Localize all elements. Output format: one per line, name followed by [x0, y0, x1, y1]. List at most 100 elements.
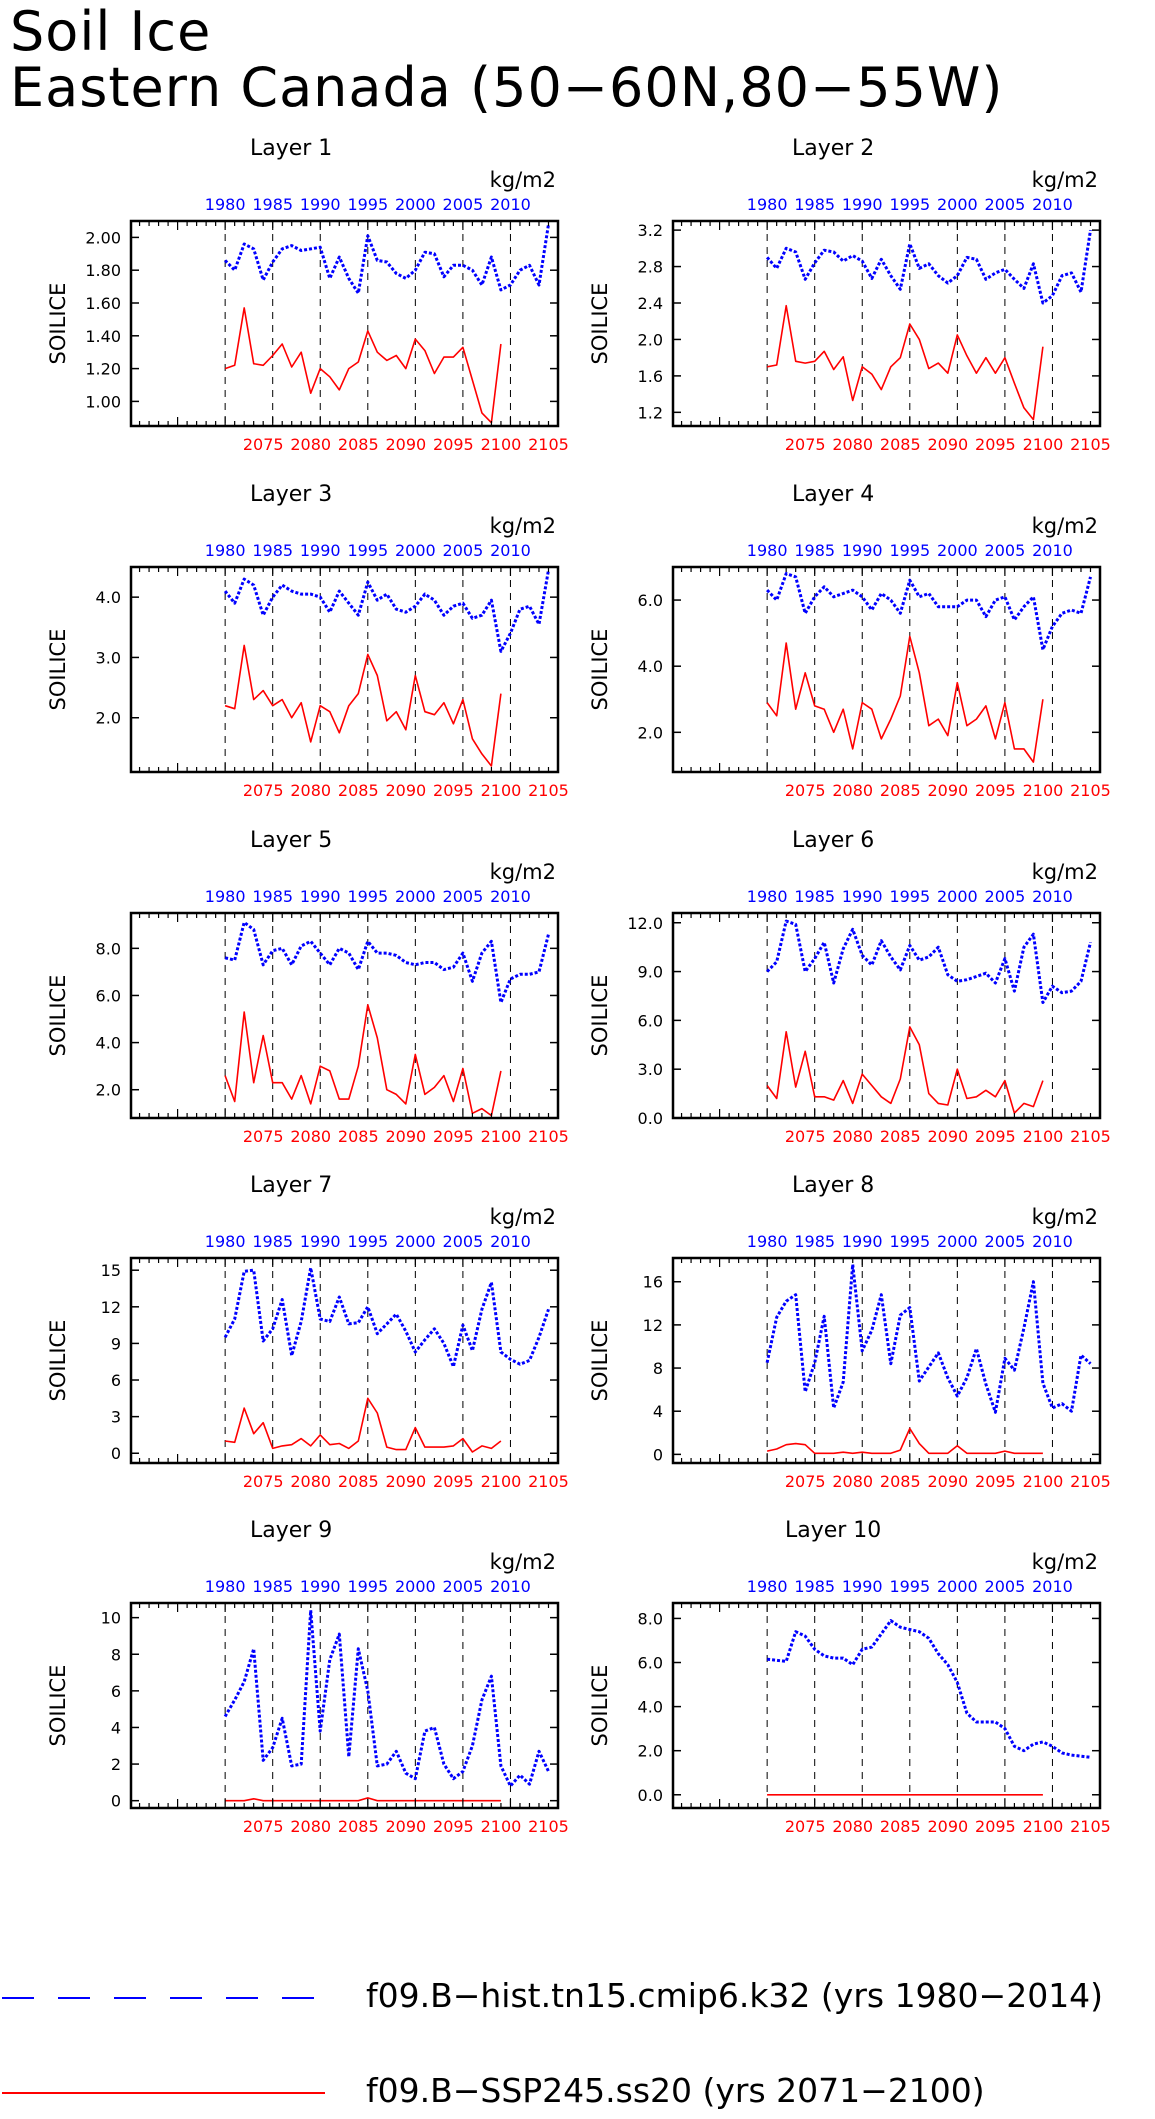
chart-panel-layer-8: Layer 8 kg/m2 SOILICE 0 4 8 12 16 1980 1985 1990 19… — [588, 1173, 1111, 1491]
plot-frame — [671, 911, 1102, 1120]
series-line-hist — [223, 1608, 550, 1788]
x-bottom-tick-label: 2095 — [975, 435, 1016, 454]
legend-hist-line — [2, 1997, 325, 1999]
x-bottom-tick-label: 2090 — [927, 781, 968, 800]
units-label: kg/m2 — [490, 514, 556, 538]
x-bottom-tick-label: 2085 — [880, 781, 921, 800]
x-top-tick-label: 1980 — [747, 541, 788, 560]
x-bottom-tick-label: 2095 — [433, 781, 474, 800]
y-tick-label: 1.80 — [85, 261, 121, 280]
chart-title: Layer 1 — [250, 136, 332, 161]
legend-hist-label: f09.B−hist.tn15.cmip6.k32 (yrs 1980−2014… — [366, 1976, 1104, 2015]
x-bottom-tick-label: 2100 — [1023, 781, 1064, 800]
y-tick-label: 4.0 — [96, 588, 121, 607]
y-tick-label: 1.6 — [638, 367, 663, 386]
x-top-tick-label: 2010 — [1032, 887, 1073, 906]
x-bottom-tick-label: 2085 — [338, 435, 379, 454]
x-bottom-tick-label: 2075 — [243, 1127, 284, 1146]
x-top-tick-label: 1980 — [205, 195, 246, 214]
x-top-tick-label: 1985 — [252, 195, 293, 214]
y-tick-label: 1.40 — [85, 327, 121, 346]
x-top-tick-label: 1980 — [747, 1577, 788, 1596]
x-bottom-tick-label: 2085 — [338, 1127, 379, 1146]
y-axis-label: SOILICE — [46, 1320, 70, 1402]
y-tick-label: 1.00 — [85, 392, 121, 411]
x-top-tick-label: 1995 — [889, 195, 930, 214]
x-bottom-tick-label: 2100 — [481, 1127, 522, 1146]
series-line-ssp245 — [224, 1004, 502, 1117]
x-top-tick-label: 2010 — [1032, 541, 1073, 560]
x-top-tick-label: 2010 — [490, 1577, 531, 1596]
x-top-tick-label: 2000 — [395, 1232, 436, 1251]
x-top-tick-label: 1990 — [300, 1232, 341, 1251]
series-line-ssp245 — [225, 1797, 501, 1802]
x-top-tick-label: 1985 — [794, 541, 835, 560]
y-tick-label: 8 — [653, 1359, 663, 1378]
x-bottom-tick-label: 2095 — [975, 1817, 1016, 1836]
x-top-tick-label: 1990 — [842, 541, 883, 560]
y-tick-label: 16 — [643, 1273, 663, 1292]
y-tick-label: 2.0 — [638, 330, 663, 349]
x-top-tick-label: 1990 — [842, 1577, 883, 1596]
y-tick-label: 1.2 — [638, 403, 663, 422]
x-bottom-tick-label: 2095 — [975, 1472, 1016, 1491]
x-top-tick-label: 1990 — [300, 195, 341, 214]
y-tick-label: 2 — [111, 1755, 121, 1774]
plot-frame — [671, 565, 1102, 774]
x-bottom-tick-label: 2080 — [832, 1127, 873, 1146]
x-bottom-tick-label: 2100 — [481, 1472, 522, 1491]
x-top-tick-label: 2010 — [490, 1232, 531, 1251]
y-tick-label: 2.0 — [638, 1742, 663, 1761]
y-tick-label: 3.0 — [96, 648, 121, 667]
chart-panel-layer-7: Layer 7 kg/m2 SOILICE 0 3 6 9 12 15 1980 1985 1990 1… — [46, 1173, 569, 1491]
units-label: kg/m2 — [1032, 168, 1098, 192]
plot-frame — [129, 565, 560, 774]
x-bottom-tick-label: 2075 — [785, 1472, 826, 1491]
x-top-tick-label: 1980 — [747, 1232, 788, 1251]
legend-ssp-line — [2, 2092, 325, 2094]
y-axis-label: SOILICE — [46, 1665, 70, 1747]
x-bottom-tick-label: 2075 — [243, 1817, 284, 1836]
plot-frame — [129, 219, 560, 428]
x-bottom-tick-label: 2085 — [880, 1817, 921, 1836]
x-top-tick-label: 1980 — [205, 1232, 246, 1251]
series-line-hist — [223, 1266, 550, 1369]
y-tick-label: 9 — [111, 1334, 121, 1353]
units-label: kg/m2 — [490, 1550, 556, 1574]
x-bottom-tick-label: 2100 — [481, 1817, 522, 1836]
chart-title: Layer 2 — [792, 136, 874, 161]
x-top-tick-label: 1990 — [300, 887, 341, 906]
x-top-tick-label: 2005 — [443, 195, 484, 214]
y-tick-label: 6 — [111, 1682, 121, 1701]
x-top-tick-label: 2000 — [937, 1232, 978, 1251]
x-bottom-tick-label: 2080 — [832, 435, 873, 454]
x-top-tick-label: 2005 — [985, 887, 1026, 906]
x-top-tick-label: 1980 — [205, 887, 246, 906]
y-axis-label: SOILICE — [46, 629, 70, 711]
plot-frame — [129, 1256, 560, 1465]
x-top-tick-label: 1990 — [842, 887, 883, 906]
y-tick-label: 0 — [111, 1444, 121, 1463]
page-title: Soil Ice — [10, 0, 212, 63]
y-tick-label: 1.60 — [85, 294, 121, 313]
chart-title: Layer 4 — [792, 482, 874, 507]
y-tick-label: 9.0 — [638, 963, 663, 982]
y-tick-label: 2.0 — [638, 723, 663, 742]
series-line-hist — [223, 569, 550, 653]
x-top-tick-label: 2000 — [395, 887, 436, 906]
x-bottom-tick-label: 2080 — [290, 1127, 331, 1146]
x-bottom-tick-label: 2100 — [481, 435, 522, 454]
x-top-tick-label: 1990 — [842, 1232, 883, 1251]
x-bottom-tick-label: 2085 — [338, 781, 379, 800]
chart-panel-layer-6: Layer 6 kg/m2 SOILICE 0.0 3.0 6.0 9.0 12.0 1980 1… — [588, 828, 1111, 1146]
y-tick-label: 6.0 — [638, 1011, 663, 1030]
y-tick-label: 12.0 — [627, 914, 663, 933]
y-tick-label: 2.0 — [96, 709, 121, 728]
y-tick-label: 12 — [101, 1298, 121, 1317]
x-top-tick-label: 2000 — [937, 887, 978, 906]
x-top-tick-label: 1985 — [252, 1577, 293, 1596]
x-bottom-tick-label: 2085 — [880, 435, 921, 454]
x-top-tick-label: 1995 — [889, 887, 930, 906]
x-top-tick-label: 2000 — [937, 541, 978, 560]
